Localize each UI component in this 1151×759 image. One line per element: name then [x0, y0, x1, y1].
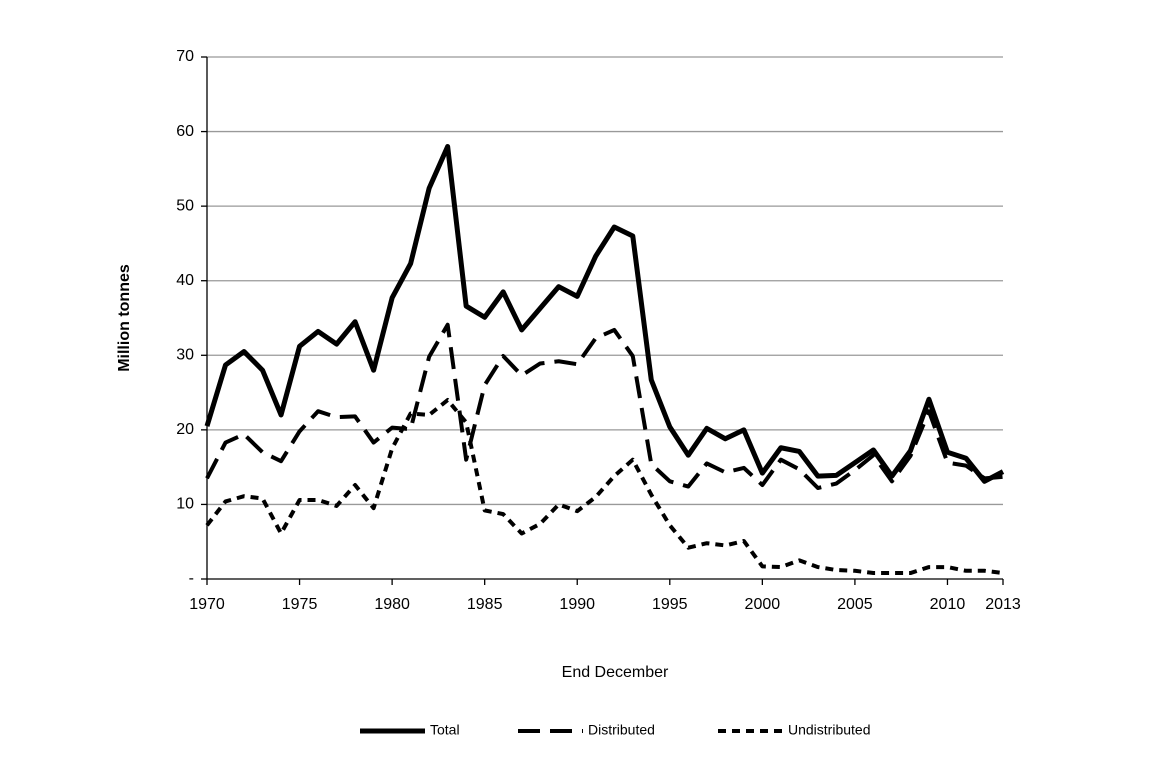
- y-tick-label: 40: [176, 272, 194, 289]
- y-tick-label: 60: [176, 123, 194, 140]
- x-tick-label: 2000: [745, 596, 781, 613]
- x-axis-label: End December: [562, 664, 669, 681]
- x-tick-label: 2010: [930, 596, 966, 613]
- x-tick-label: 2013: [985, 596, 1021, 613]
- series-line: [204, 143, 1005, 484]
- y-tick-label: 70: [176, 48, 194, 65]
- x-tick-label: 1970: [189, 596, 225, 613]
- y-tick-label: 20: [176, 421, 194, 438]
- legend-label: Undistributed: [788, 722, 871, 738]
- y-tick-label: -: [189, 570, 194, 587]
- x-tick-label: 1990: [559, 596, 595, 613]
- legend-label: Distributed: [588, 722, 655, 738]
- y-tick-label: 50: [176, 197, 194, 214]
- x-tick-label: 2005: [837, 596, 873, 613]
- x-tick-label: 1975: [282, 596, 318, 613]
- x-tick-label: 1985: [467, 596, 503, 613]
- series-line: [205, 398, 1004, 576]
- y-tick-label: 30: [176, 347, 194, 364]
- x-tick-label: 1980: [374, 596, 410, 613]
- x-tick-label: 1995: [652, 596, 688, 613]
- series-line: [205, 322, 1004, 491]
- y-axis-label: Million tonnes: [116, 264, 133, 372]
- legend-label: Total: [430, 722, 460, 738]
- y-tick-label: 10: [176, 496, 194, 513]
